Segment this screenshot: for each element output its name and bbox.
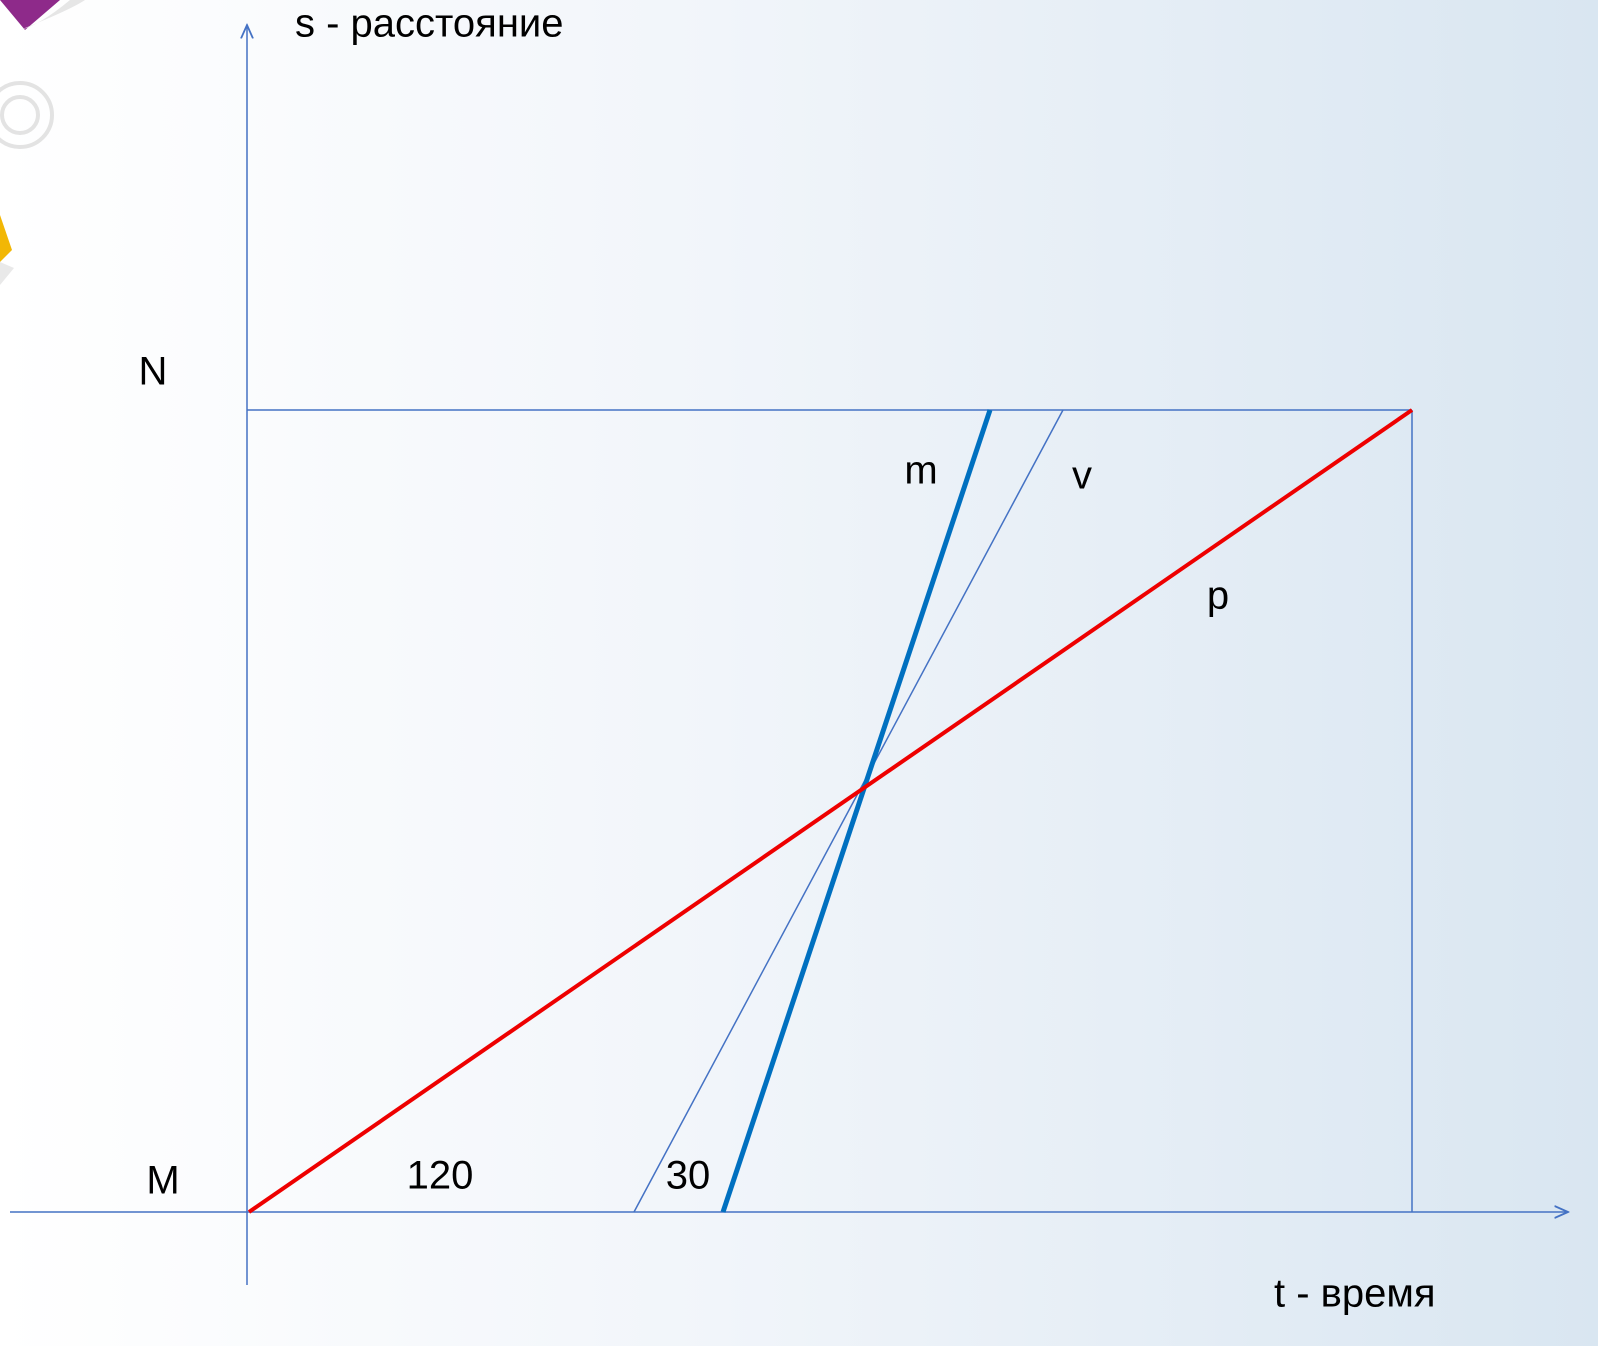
segment-label: 30 [666,1154,711,1198]
line-m [720,409,993,1213]
line-v [633,409,1064,1213]
decoration [0,262,14,285]
segment-label: 120 [407,1154,474,1198]
decoration [0,81,54,149]
line-p [247,408,1414,1214]
x-axis-label: t - время [1274,1272,1436,1316]
decoration [0,95,40,135]
point-label: N [139,350,168,394]
line-label: m [904,449,937,493]
point-label: M [146,1159,179,1203]
line-label: p [1207,574,1229,618]
line-label: v [1072,454,1092,498]
decoration [20,0,85,30]
y-axis-label: s - расстояние [295,2,564,46]
decoration [0,0,60,30]
decoration [0,215,12,262]
